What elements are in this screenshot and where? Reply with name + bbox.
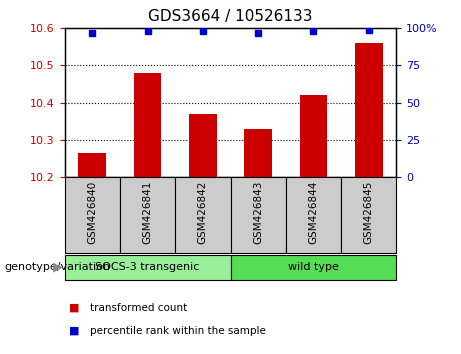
Text: GSM426840: GSM426840: [87, 181, 97, 244]
Bar: [65, 255, 230, 280]
Bar: [355, 43, 383, 177]
Text: genotype/variation: genotype/variation: [5, 262, 111, 272]
Bar: [78, 153, 106, 177]
Text: SOCS-3 transgenic: SOCS-3 transgenic: [95, 262, 200, 272]
Text: ■: ■: [69, 326, 80, 336]
Text: GDS3664 / 10526133: GDS3664 / 10526133: [148, 9, 313, 24]
Text: wild type: wild type: [288, 262, 339, 272]
Bar: [286, 177, 341, 253]
Bar: [189, 114, 217, 177]
Text: percentile rank within the sample: percentile rank within the sample: [90, 326, 266, 336]
Bar: [244, 129, 272, 177]
Text: GSM426843: GSM426843: [253, 181, 263, 244]
Bar: [175, 177, 230, 253]
Bar: [120, 177, 175, 253]
Bar: [134, 73, 161, 177]
Text: ▶: ▶: [53, 261, 62, 274]
Text: GSM426842: GSM426842: [198, 181, 208, 244]
Bar: [230, 255, 396, 280]
Bar: [230, 177, 286, 253]
Text: transformed count: transformed count: [90, 303, 187, 313]
Bar: [300, 95, 327, 177]
Bar: [65, 177, 120, 253]
Bar: [341, 177, 396, 253]
Text: ■: ■: [69, 303, 80, 313]
Text: GSM426844: GSM426844: [308, 181, 319, 244]
Text: GSM426841: GSM426841: [142, 181, 153, 244]
Text: GSM426845: GSM426845: [364, 181, 374, 244]
